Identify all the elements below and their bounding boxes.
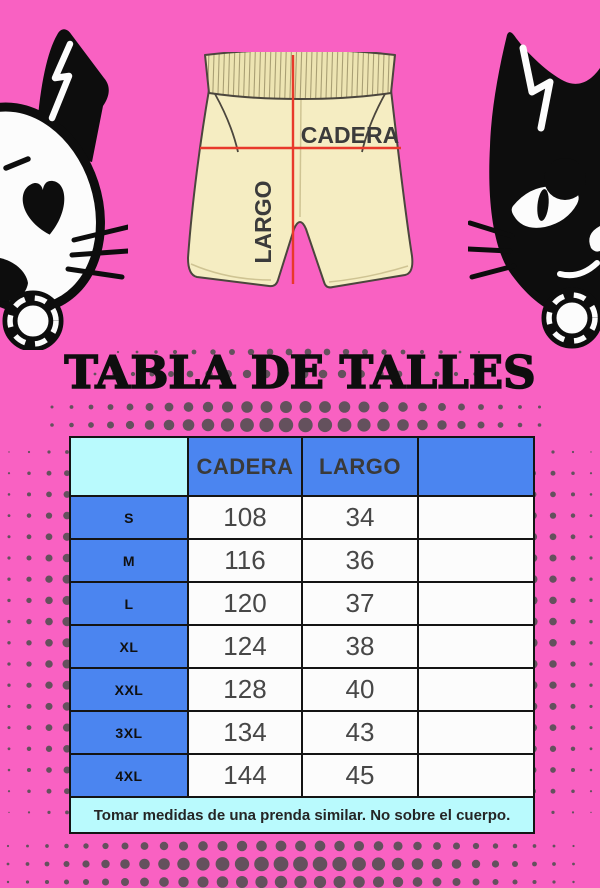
hip-value-cell: 108 xyxy=(189,497,303,540)
white-skull-cat-icon xyxy=(0,29,128,350)
length-measure-label: LARGO xyxy=(250,180,276,263)
empty-value-cell xyxy=(419,626,533,669)
pocket-seam xyxy=(214,93,239,153)
length-value-cell: 38 xyxy=(303,626,419,669)
empty-value-cell xyxy=(419,669,533,712)
measuring-note: Tomar medidas de una prenda similar. No … xyxy=(71,798,533,832)
length-value-cell: 37 xyxy=(303,583,419,626)
length-value-cell: 34 xyxy=(303,497,419,540)
hip-measure-label: CADERA xyxy=(301,122,399,148)
header-cell-cadera: CADERA xyxy=(189,438,303,497)
length-value-cell: 36 xyxy=(303,540,419,583)
hip-value-cell: 124 xyxy=(189,626,303,669)
header-cell-extra xyxy=(419,438,533,497)
length-value-cell: 43 xyxy=(303,712,419,755)
empty-value-cell xyxy=(419,540,533,583)
page-title: TABLA DE TALLES xyxy=(64,346,537,399)
empty-value-cell xyxy=(419,712,533,755)
hip-value-cell: 116 xyxy=(189,540,303,583)
hip-value-cell: 120 xyxy=(189,583,303,626)
size-label-cell: 3XL xyxy=(71,712,189,755)
empty-value-cell xyxy=(419,583,533,626)
header-cell-blank xyxy=(71,438,189,497)
size-label-cell: L xyxy=(71,583,189,626)
ear-zigzag-mark xyxy=(519,44,554,132)
black-cat-icon xyxy=(468,32,600,349)
empty-value-cell xyxy=(419,497,533,540)
size-label-cell: XXL xyxy=(71,669,189,712)
hip-value-cell: 144 xyxy=(189,755,303,798)
pocket-seam xyxy=(361,93,386,153)
hip-value-cell: 128 xyxy=(189,669,303,712)
length-value-cell: 45 xyxy=(303,755,419,798)
shorts-measurement-diagram: CADERA LARGO xyxy=(187,52,414,289)
whiskers xyxy=(65,224,128,280)
header-cell-largo: LARGO xyxy=(303,438,419,497)
size-table: CADERA LARGO S 108 34 M 116 36 L 120 37 … xyxy=(69,436,535,834)
size-label-cell: XL xyxy=(71,626,189,669)
hip-value-cell: 134 xyxy=(189,712,303,755)
heart-eye-icon xyxy=(22,180,65,235)
length-value-cell: 40 xyxy=(303,669,419,712)
size-label-cell: 4XL xyxy=(71,755,189,798)
ear-zigzag-mark xyxy=(48,40,74,122)
empty-value-cell xyxy=(419,755,533,798)
whiskers xyxy=(468,220,517,280)
size-label-cell: S xyxy=(71,497,189,540)
size-label-cell: M xyxy=(71,540,189,583)
